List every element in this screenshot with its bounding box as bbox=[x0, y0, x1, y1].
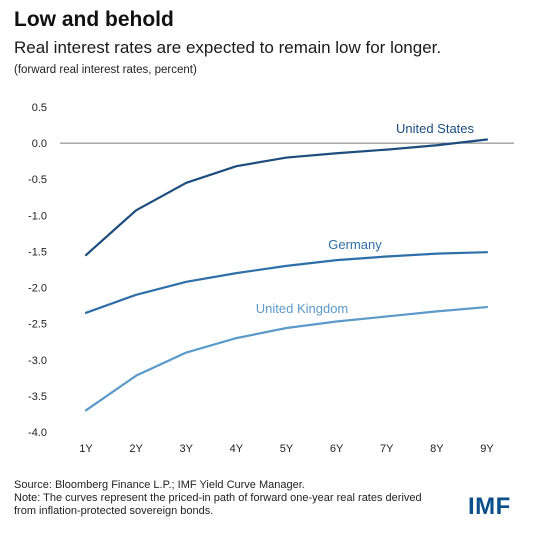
chart-title: Low and behold bbox=[14, 8, 174, 31]
x-tick-label: 7Y bbox=[380, 443, 394, 455]
x-tick-label: 6Y bbox=[330, 443, 344, 455]
x-tick-label: 8Y bbox=[430, 443, 444, 455]
series-line bbox=[84, 305, 489, 412]
y-tick-label: 0.0 bbox=[32, 138, 47, 150]
y-tick-label: -0.5 bbox=[28, 174, 47, 186]
x-tick-label: 9Y bbox=[480, 443, 494, 455]
y-tick-label: -3.5 bbox=[28, 391, 47, 403]
y-tick-label: -2.5 bbox=[28, 319, 47, 331]
y-tick-label: -4.0 bbox=[28, 427, 47, 439]
y-tick-label: -1.0 bbox=[28, 210, 47, 222]
chart-units-note: (forward real interest rates, percent) bbox=[14, 64, 197, 76]
y-tick-label: -1.5 bbox=[28, 246, 47, 258]
series-label: United States bbox=[396, 121, 475, 136]
line-chart: 0.5 0.0 -0.5 -1.0 -1.5 -2.0 -2.5 -3.0 -3.5 -4.0 1Y… bbox=[28, 102, 514, 455]
source-text: Source: Bloomberg Finance L.P.; IMF Yiel… bbox=[14, 479, 305, 491]
series-label: Germany bbox=[328, 237, 382, 252]
note-text-line-2: from inflation-protected sovereign bonds… bbox=[14, 505, 214, 517]
y-tick-label: -3.0 bbox=[28, 355, 47, 367]
series-line bbox=[84, 138, 489, 257]
note-text-line-1: Note: The curves represent the priced-in… bbox=[14, 492, 422, 504]
chart-subtitle: Real interest rates are expected to rema… bbox=[14, 38, 442, 57]
series-label: United Kingdom bbox=[256, 301, 349, 316]
x-tick-label: 3Y bbox=[180, 443, 194, 455]
x-tick-label: 5Y bbox=[280, 443, 294, 455]
imf-logo: IMF bbox=[468, 493, 511, 520]
chart-footer: Source: Bloomberg Finance L.P.; IMF Yiel… bbox=[14, 479, 454, 518]
x-tick-label: 4Y bbox=[230, 443, 244, 455]
x-tick-label: 1Y bbox=[79, 443, 93, 455]
x-tick-label: 2Y bbox=[129, 443, 143, 455]
y-tick-label: 0.5 bbox=[32, 102, 47, 114]
y-tick-label: -2.0 bbox=[28, 283, 47, 295]
